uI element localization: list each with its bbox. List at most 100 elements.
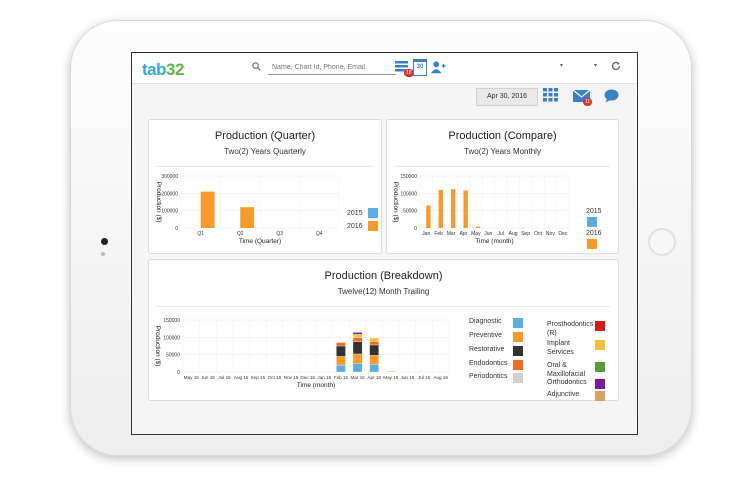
mail-badge: 11 [583,98,593,106]
bar [352,334,363,338]
breakdown-legend-label: Adjunctive [547,391,580,398]
x-tick-label: Nov 15 [284,375,299,380]
quarter-chart: 300000 200000 100000 0 Q1 Q2 Q3 Q4 Time (Quarter… [155,174,340,245]
bar [369,355,379,365]
bar [451,189,456,228]
bar [240,207,255,228]
legend-2016-label: 2016 [586,230,602,237]
search-input[interactable] [268,60,396,75]
compare-subtitle: Two(2) Years Monthly [464,147,541,156]
bar [426,205,431,228]
x-tick-label: Jan [422,231,430,237]
x-axis-title: Time (month) [297,382,335,389]
x-tick-label: Jan 16 [317,375,331,380]
breakdown-legend-swatch[interactable] [513,373,523,383]
breakdown-legend-label: Preventive [469,332,503,339]
x-tick-label: Aug 15 [234,375,249,380]
chat-icon[interactable] [604,89,619,103]
legend-2016-label: 2016 [347,223,363,230]
x-tick-label: Q2 [237,231,244,237]
calendar-icon[interactable]: 30 [413,59,427,76]
logo[interactable]: tab32 [142,60,184,80]
legend-2016-swatch[interactable] [587,239,597,249]
y-tick-label: 200000 [161,191,178,197]
x-tick-label: Sep [521,231,530,237]
breakdown-title: Production (Breakdown) [324,270,443,282]
breakdown-legend-label: Prosthodontics (R) [547,321,594,337]
bar [369,337,379,342]
x-tick-label: Apr 16 [367,375,381,380]
grid-icon[interactable] [543,88,558,102]
x-tick-label: Sep 15 [251,375,266,380]
bar [336,345,346,357]
breakdown-legend-swatch[interactable] [595,321,605,331]
x-tick-label: Mar [447,231,456,237]
x-tick-label: Jun [484,231,492,237]
bar [369,341,379,346]
breakdown-legend-swatch[interactable] [595,379,605,389]
tasks-icon[interactable] [394,59,410,75]
add-user-icon[interactable] [430,59,446,75]
legend-2015-swatch[interactable] [368,208,378,218]
x-axis-title: Time (Quarter) [239,238,281,245]
y-tick-label: 100000 [161,209,178,215]
x-tick-label: Q1 [197,231,204,237]
breakdown-legend-label: Diagnostic [469,318,502,325]
dropdown-arrow-1[interactable]: ▾ [560,63,564,69]
y-tick-label: 0 [414,226,417,232]
bar [369,344,379,356]
x-tick-label: Apr [460,231,468,237]
x-tick-label: Jul [498,231,504,237]
legend-2015-swatch[interactable] [587,217,597,227]
search-icon[interactable] [252,62,261,71]
refresh-icon[interactable] [611,61,621,71]
breakdown-legend-label: Endodontics [469,360,508,367]
legend-2016-swatch[interactable] [368,221,378,231]
y-tick-label: 100000 [163,335,180,341]
x-tick-label: Oct [534,231,542,237]
breakdown-legend-swatch[interactable] [513,332,523,342]
compare-card: Production (Compare) Two(2) Years Monthl… [386,119,619,254]
x-tick-label: Dec 15 [300,375,315,380]
logo-number: 32 [166,60,184,79]
y-tick-label: 150000 [163,318,180,324]
bar [475,226,481,228]
breakdown-legend-label: Orthodontics [547,379,587,386]
breakdown-subtitle: Twelve(12) Month Trailing [337,287,430,296]
breakdown-legend-swatch[interactable] [595,362,605,372]
y-tick-label: 0 [177,370,180,376]
x-tick-label: Feb [434,231,443,237]
legend-2015-label: 2015 [586,208,602,215]
x-tick-label: Jul 16 [418,375,431,380]
breakdown-card: Production (Breakdown) Twelve(12) Month … [148,259,619,401]
y-tick-label: 50000 [166,353,180,359]
x-tick-label: Q3 [276,231,283,237]
x-tick-label: Dec [558,231,567,237]
legend-2015-label: 2015 [347,210,363,217]
dropdown-arrow-2[interactable]: ▾ [594,63,598,69]
x-tick-label: Q4 [316,231,323,237]
bar [369,364,379,373]
quarter-title: Production (Quarter) [214,130,316,142]
breakdown-legend-swatch[interactable] [513,318,523,328]
x-tick-label: May 15 [184,375,200,380]
y-axis-title: Production ($) [392,182,399,223]
breakdown-legend-swatch[interactable] [595,340,605,350]
calendar-day: 30 [416,64,424,70]
breakdown-legend-swatch[interactable] [595,391,605,401]
bar [352,363,363,373]
divider [395,166,610,167]
breakdown-legend-swatch[interactable] [513,346,523,356]
logo-text: tab [142,60,167,79]
breakdown-legend-label: Oral & Maxillofacial [547,362,586,378]
y-tick-label: 100000 [400,191,417,197]
date-picker[interactable]: Apr 30, 2016 [476,88,538,106]
breakdown-legend-swatch[interactable] [513,360,523,370]
quarter-subtitle: Two(2) Years Quarterly [224,147,306,156]
y-tick-label: 150000 [400,174,417,180]
app-screen: tab32 18 30 ▾ ▾ Apr 30, 2016 11 Producti… [131,52,638,435]
home-button[interactable] [648,228,676,256]
compare-title: Production (Compare) [448,130,557,142]
bar [352,341,363,355]
